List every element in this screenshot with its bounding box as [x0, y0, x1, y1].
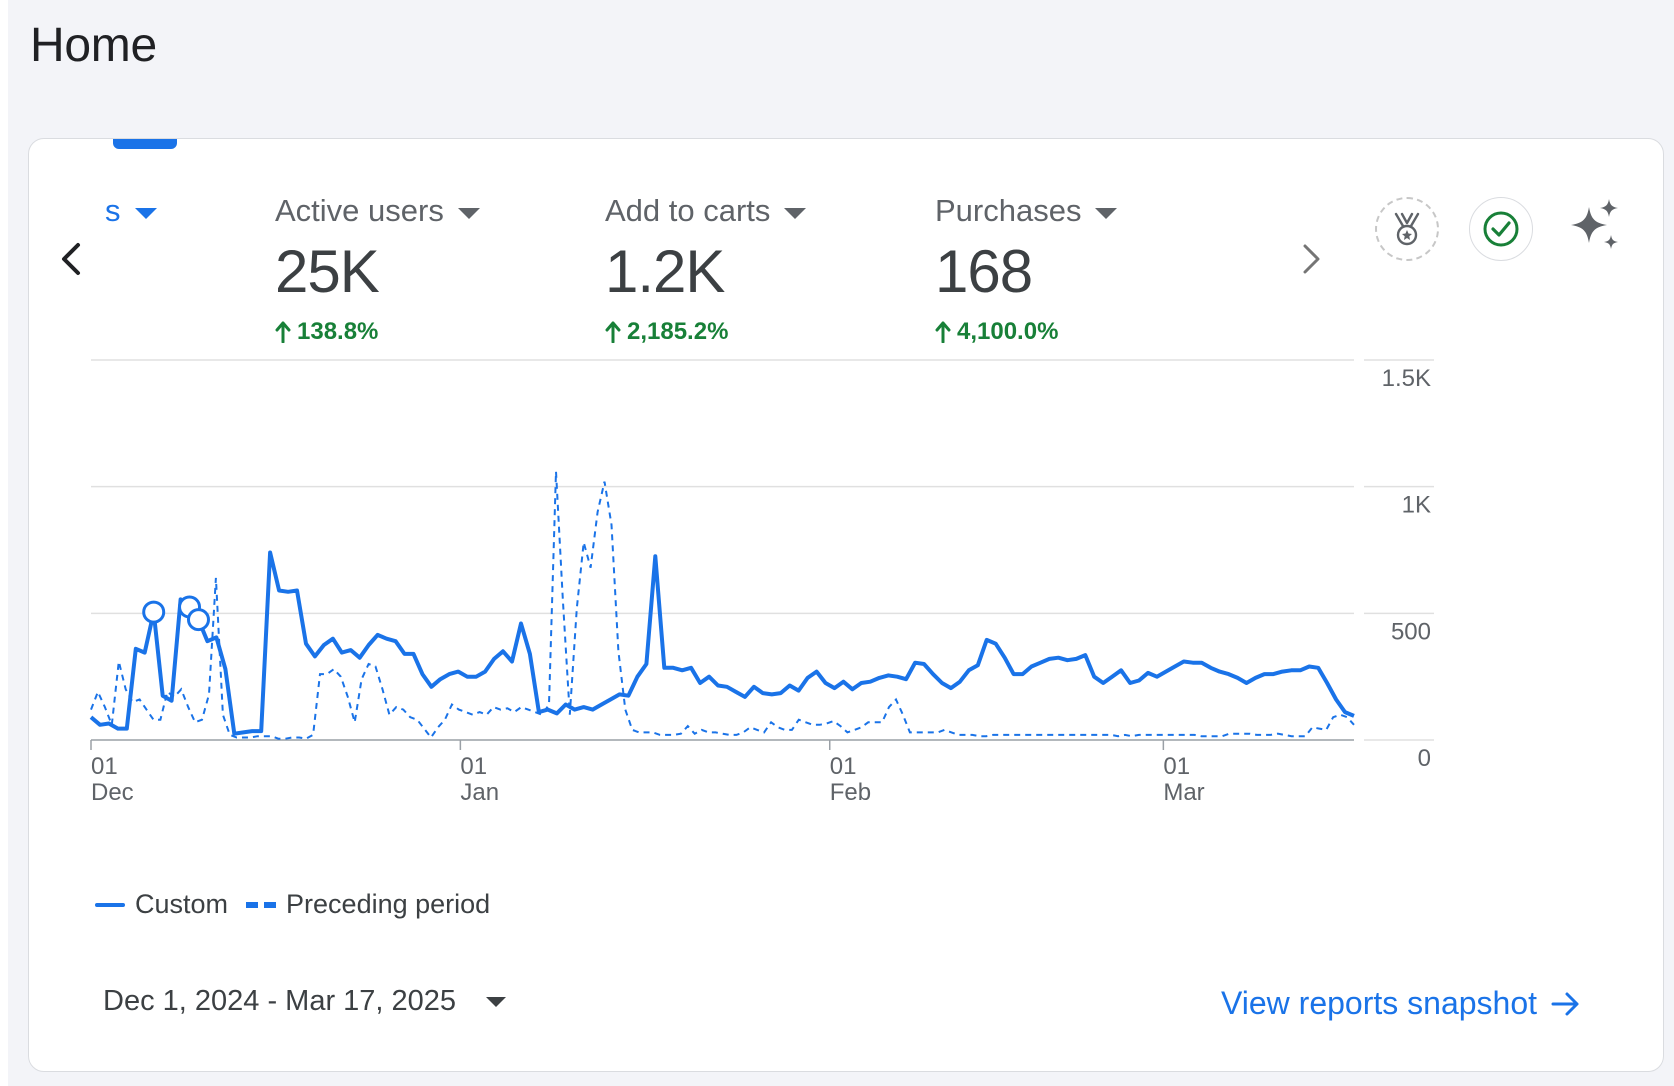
- metric-selector[interactable]: Purchases: [935, 193, 1118, 229]
- anomaly-marker[interactable]: [186, 608, 210, 632]
- x-tick-day: 01: [460, 753, 487, 780]
- legend-dashed-swatch: [246, 901, 277, 908]
- anomaly-marker[interactable]: [142, 600, 166, 624]
- metric-selector[interactable]: Active users: [275, 193, 480, 229]
- metric-active-users[interactable]: Active users 25K 138.8%: [275, 193, 480, 346]
- medal-icon: [1394, 212, 1420, 246]
- x-tick-day: 01: [830, 753, 857, 780]
- metric-add-to-carts[interactable]: Add to carts 1.2K 2,185.2%: [605, 193, 807, 346]
- series-custom: [89, 550, 1355, 736]
- x-tick-month: Feb: [830, 779, 871, 806]
- next-metrics-button[interactable]: [1291, 239, 1331, 279]
- metric-change: 2,185.2%: [605, 318, 806, 346]
- metric-label: s: [105, 193, 121, 228]
- metric-selector[interactable]: Add to carts: [605, 193, 807, 229]
- previous-metrics-button[interactable]: [51, 239, 91, 279]
- metric-label: Active users: [275, 193, 444, 228]
- y-tick-label: 500: [1391, 618, 1431, 645]
- page-title: Home: [30, 19, 157, 72]
- chevron-right-icon: [1303, 244, 1320, 274]
- y-tick-label: 1.5K: [1382, 365, 1431, 392]
- arrow-up-icon: [275, 321, 291, 343]
- metric-purchases[interactable]: Purchases 168 4,100.0%: [935, 193, 1118, 346]
- metric-value: 168: [935, 238, 1033, 305]
- metric-change: 4,100.0%: [935, 318, 1117, 346]
- metric-value: 25K: [275, 238, 380, 305]
- check-circle-icon: [1483, 211, 1519, 247]
- x-tick-day: 01: [91, 753, 118, 780]
- x-tick-month: Jan: [460, 779, 499, 806]
- caret-down-icon: [1095, 207, 1118, 219]
- arrow-up-icon: [605, 321, 621, 343]
- metric-label: Add to carts: [605, 193, 771, 228]
- metric-label: Purchases: [935, 193, 1082, 228]
- legend-label: Custom: [135, 889, 229, 919]
- insights-medal-button[interactable]: [1375, 197, 1439, 261]
- metric-change: 138.8%: [275, 318, 480, 346]
- y-tick-label: 1K: [1402, 492, 1431, 519]
- reports-card: s Active users 25K 138.8% Add to carts 1…: [28, 138, 1664, 1072]
- legend-label: Preceding period: [286, 889, 491, 919]
- series-preceding-period: [90, 471, 1355, 740]
- x-tick-month: Mar: [1163, 779, 1204, 806]
- sparkle-icon: [1571, 199, 1618, 249]
- arrow-right-icon: [1551, 992, 1579, 1015]
- caret-down-icon: [134, 207, 157, 219]
- view-reports-snapshot-link[interactable]: View reports snapshot: [1221, 985, 1581, 1022]
- caret-down-icon: [457, 207, 480, 219]
- metric-value: 1.2K: [605, 238, 725, 305]
- x-tick-month: Dec: [91, 779, 134, 806]
- active-tab-indicator: [113, 139, 177, 149]
- legend-solid-swatch: [95, 902, 125, 907]
- caret-down-icon: [486, 996, 507, 1007]
- chevron-left-icon: [62, 243, 80, 275]
- y-tick-label: 0: [1418, 745, 1431, 772]
- caret-down-icon: [784, 207, 807, 219]
- metric-change-value: 2,185.2%: [627, 318, 729, 345]
- date-range-selector[interactable]: Dec 1, 2024 - Mar 17, 2025: [103, 985, 507, 1018]
- date-range-label: Dec 1, 2024 - Mar 17, 2025: [103, 985, 457, 1017]
- data-quality-button[interactable]: [1469, 197, 1533, 261]
- ai-insights-button[interactable]: [1563, 193, 1627, 257]
- metric-selector[interactable]: s: [105, 193, 157, 229]
- legend-item-preceding[interactable]: Preceding period: [246, 889, 490, 920]
- metric-clipped[interactable]: s: [105, 193, 157, 229]
- metric-change-value: 4,100.0%: [957, 318, 1059, 345]
- view-link-label: View reports snapshot: [1221, 985, 1538, 1021]
- x-tick-day: 01: [1163, 753, 1190, 780]
- arrow-up-icon: [935, 321, 951, 343]
- metric-change-value: 138.8%: [297, 318, 379, 345]
- legend-item-custom[interactable]: Custom: [95, 889, 228, 920]
- chart-legend: Custom Preceding period: [95, 889, 508, 920]
